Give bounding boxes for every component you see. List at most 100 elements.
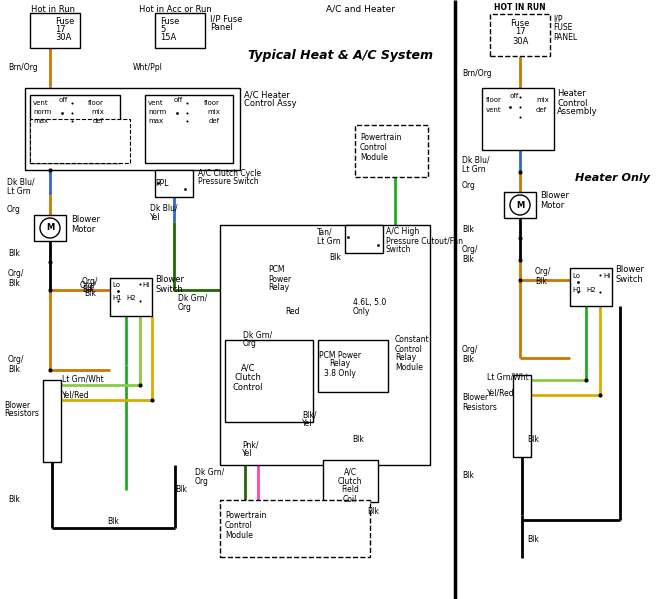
- Text: Hi: Hi: [603, 273, 610, 279]
- Text: Org/: Org/: [535, 268, 552, 277]
- Text: Coil: Coil: [343, 495, 358, 504]
- Text: Org/: Org/: [462, 346, 478, 355]
- Text: max: max: [33, 118, 48, 124]
- Text: Dk Blu/: Dk Blu/: [462, 156, 490, 165]
- Text: Clutch: Clutch: [235, 374, 261, 383]
- Text: 17: 17: [55, 26, 65, 35]
- Text: Pressure Cutout/Fan: Pressure Cutout/Fan: [386, 237, 463, 246]
- Text: H1: H1: [572, 287, 582, 293]
- Text: Blk: Blk: [8, 249, 20, 258]
- Text: Blk: Blk: [462, 255, 474, 264]
- Text: 3.8 Only: 3.8 Only: [324, 368, 356, 377]
- Text: 30A: 30A: [55, 34, 71, 43]
- Text: Yel: Yel: [150, 213, 161, 222]
- Bar: [110, 278, 152, 316]
- Text: Blk: Blk: [352, 435, 364, 444]
- Text: Relay: Relay: [268, 283, 289, 292]
- Text: 17: 17: [515, 28, 526, 37]
- Text: Control: Control: [395, 344, 423, 353]
- Text: Wht/Ppl: Wht/Ppl: [133, 63, 163, 72]
- Text: A/C: A/C: [344, 467, 357, 476]
- Text: PCM: PCM: [268, 265, 285, 274]
- Bar: [25, 88, 240, 170]
- Text: Blk: Blk: [462, 225, 474, 234]
- Bar: [513, 375, 531, 457]
- Text: Constant: Constant: [395, 335, 430, 344]
- Text: Fuse: Fuse: [160, 17, 179, 26]
- Text: Blk: Blk: [527, 536, 539, 544]
- Text: Org/: Org/: [8, 270, 25, 279]
- Text: Blk: Blk: [8, 495, 20, 504]
- Text: Blk/: Blk/: [302, 410, 317, 419]
- Text: H2: H2: [586, 287, 596, 293]
- Bar: [30, 13, 80, 48]
- Text: Clutch: Clutch: [338, 476, 362, 486]
- Text: off: off: [510, 93, 519, 99]
- Text: 15A: 15A: [160, 34, 176, 43]
- Text: A/C: A/C: [241, 364, 255, 373]
- Text: Assembly: Assembly: [557, 107, 598, 116]
- Bar: [30, 95, 120, 163]
- Text: M: M: [46, 223, 54, 232]
- Text: norm: norm: [148, 109, 166, 115]
- Text: Blk: Blk: [367, 507, 379, 516]
- Bar: [323, 460, 378, 502]
- Text: FUSE: FUSE: [553, 23, 572, 32]
- Text: Dk Grn/: Dk Grn/: [178, 294, 207, 302]
- Text: Powertrain: Powertrain: [360, 132, 402, 141]
- Text: Dk Grn/: Dk Grn/: [243, 331, 272, 340]
- Bar: [43, 380, 61, 462]
- Text: Org: Org: [7, 205, 21, 214]
- Text: Motor: Motor: [71, 225, 95, 234]
- Text: Blk: Blk: [535, 277, 547, 286]
- Text: mix: mix: [91, 109, 104, 115]
- Text: Lt Grn/Wht: Lt Grn/Wht: [62, 374, 104, 383]
- Text: Blower: Blower: [615, 265, 644, 274]
- Text: Lt Grn: Lt Grn: [462, 165, 486, 174]
- Text: Module: Module: [360, 153, 388, 162]
- Bar: [145, 95, 233, 163]
- Text: Org/: Org/: [82, 277, 99, 286]
- Text: Resistors: Resistors: [462, 403, 497, 412]
- Text: Blower: Blower: [71, 216, 100, 225]
- Text: vent: vent: [148, 100, 163, 106]
- Bar: [490, 14, 550, 56]
- Text: norm: norm: [33, 109, 51, 115]
- Text: Control: Control: [233, 383, 263, 392]
- Text: Red: Red: [285, 307, 300, 316]
- Text: Org: Org: [462, 180, 476, 189]
- Text: Control: Control: [360, 143, 388, 152]
- Text: Blk: Blk: [84, 289, 96, 298]
- Text: off: off: [59, 97, 67, 103]
- Text: I/P Fuse: I/P Fuse: [210, 14, 243, 23]
- Text: Org: Org: [243, 340, 257, 349]
- Text: Lt Grn: Lt Grn: [7, 186, 31, 195]
- Text: Blk: Blk: [82, 286, 94, 295]
- Text: Control: Control: [225, 521, 253, 530]
- Text: Field: Field: [341, 486, 359, 495]
- Text: PANEL: PANEL: [553, 32, 577, 41]
- Bar: [34, 215, 66, 241]
- Text: Power: Power: [268, 274, 291, 283]
- Text: I/P: I/P: [553, 14, 562, 23]
- Bar: [225, 340, 313, 422]
- Text: Blk: Blk: [8, 365, 20, 374]
- Text: Relay: Relay: [395, 353, 416, 362]
- Text: 30A: 30A: [512, 37, 528, 46]
- Text: def: def: [536, 107, 547, 113]
- Text: Tan/: Tan/: [317, 228, 333, 237]
- Text: mix: mix: [536, 97, 549, 103]
- Text: Blk: Blk: [462, 470, 474, 480]
- Text: M: M: [516, 201, 524, 210]
- Text: A/C and Heater: A/C and Heater: [325, 5, 394, 14]
- Bar: [570, 268, 612, 306]
- Text: Resistors: Resistors: [4, 410, 39, 419]
- Text: floor: floor: [204, 100, 220, 106]
- Text: HOT IN RUN: HOT IN RUN: [494, 4, 546, 13]
- Text: Blk: Blk: [329, 253, 341, 262]
- Text: Dk Blu/: Dk Blu/: [150, 204, 177, 213]
- Text: off: off: [173, 97, 183, 103]
- Text: Control: Control: [557, 98, 588, 107]
- Text: Pnk/: Pnk/: [242, 440, 259, 449]
- Text: 4.6L, 5.0: 4.6L, 5.0: [353, 298, 386, 307]
